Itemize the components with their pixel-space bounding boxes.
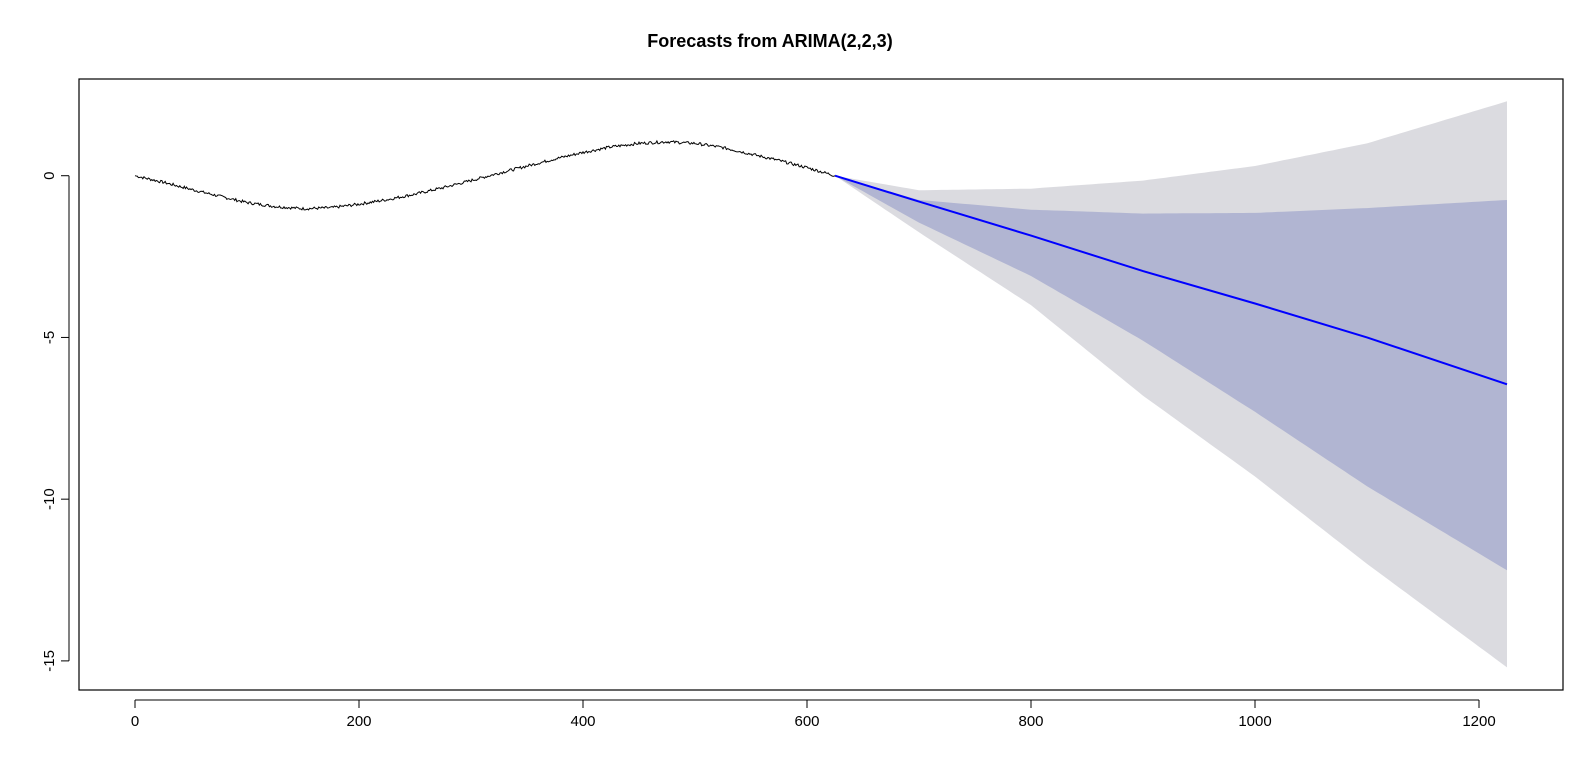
- plot-frame: [78, 78, 1564, 691]
- x-tick-label: 400: [570, 713, 595, 730]
- prediction-band-80: [835, 175, 1507, 571]
- x-axis: 0 200 400 600 800 1000 1200: [131, 699, 1496, 730]
- x-tick-label: 1000: [1238, 713, 1271, 730]
- chart-title: Forecasts from ARIMA(2,2,3): [647, 31, 892, 51]
- y-tick-label: -15: [41, 650, 58, 672]
- y-tick-label: -5: [41, 331, 58, 344]
- x-tick-label: 1200: [1462, 713, 1495, 730]
- plot-area: [134, 101, 1508, 668]
- x-tick-label: 0: [131, 713, 139, 730]
- y-tick-label: -10: [41, 488, 58, 510]
- y-tick-label: 0: [41, 172, 58, 180]
- forecast-mean-line: [834, 174, 1508, 386]
- x-tick-label: 200: [346, 713, 371, 730]
- x-tick-label: 800: [1018, 713, 1043, 730]
- history-series-line: [134, 139, 836, 211]
- y-axis: 0 -5 -10 -15: [41, 172, 70, 672]
- x-tick-label: 600: [794, 713, 819, 730]
